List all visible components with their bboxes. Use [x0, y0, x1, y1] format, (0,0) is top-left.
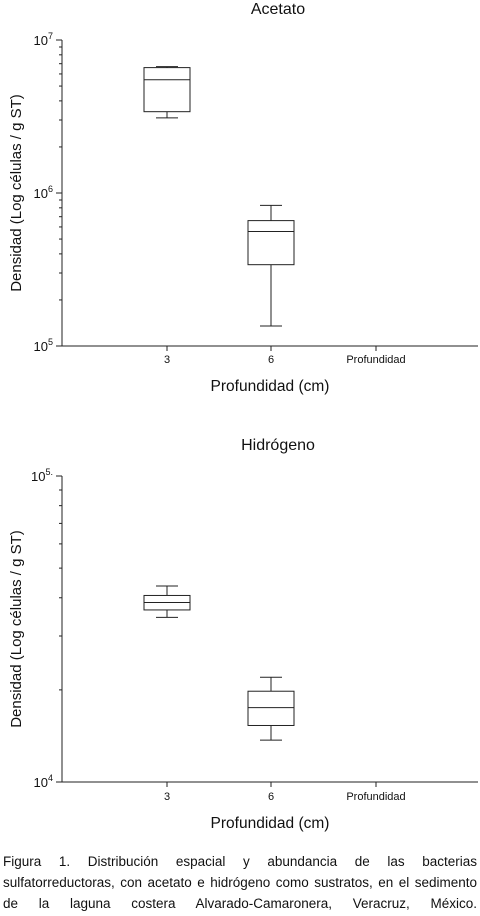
- y-tick-exponent: 5.: [45, 467, 53, 477]
- x-tick-label: 3: [164, 791, 170, 803]
- x-tick-label: 3: [164, 354, 170, 366]
- box-plot-6: [247, 204, 295, 327]
- y-tick-base: 10: [34, 33, 48, 48]
- y-tick-base: 10: [34, 339, 48, 354]
- box-plot-6: [247, 676, 295, 741]
- chart-title: Hidrógeno: [241, 437, 315, 454]
- y-tick-label: 104: [34, 773, 53, 790]
- x-tick-label: 6: [268, 791, 274, 803]
- y-tick-label: 105.: [31, 467, 53, 484]
- iqr-box: [143, 67, 191, 113]
- box-plot-3: [143, 66, 191, 119]
- x-tick-label: Profundidad: [346, 791, 405, 803]
- box-plot-3: [143, 585, 191, 618]
- y-tick-base: 10: [31, 469, 45, 484]
- iqr-box: [247, 220, 295, 266]
- x-axis-label: Profundidad (cm): [211, 815, 330, 832]
- x-axis-label: Profundidad (cm): [211, 378, 330, 395]
- x-tick-label: 6: [268, 354, 274, 366]
- chart-title: Acetato: [251, 1, 305, 18]
- y-tick-exponent: 5: [48, 337, 53, 347]
- y-tick-exponent: 6: [48, 184, 53, 194]
- y-tick-base: 10: [34, 775, 48, 790]
- y-tick-exponent: 7: [48, 31, 53, 41]
- iqr-box: [247, 690, 295, 726]
- y-tick-label: 105: [34, 337, 53, 354]
- y-tick-label: 107: [34, 31, 53, 48]
- y-tick-base: 10: [34, 186, 48, 201]
- figure-caption: Figura 1. Distribución espacial y abunda…: [3, 854, 477, 911]
- y-axis-label: Densidad (Log células / g ST): [8, 530, 25, 728]
- y-axis-label: Densidad (Log células / g ST): [8, 94, 25, 292]
- x-tick-label: Profundidad: [346, 354, 405, 366]
- y-tick-exponent: 4: [48, 773, 53, 783]
- y-tick-label: 106: [34, 184, 53, 201]
